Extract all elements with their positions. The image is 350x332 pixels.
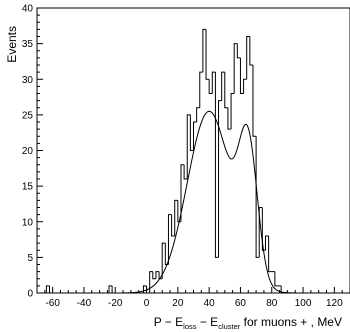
x-label-mid: − E: [197, 315, 219, 329]
histogram-bin: [239, 57, 244, 94]
histogram-bin: [252, 65, 257, 137]
histogram-bin: [186, 114, 191, 179]
histogram-bin: [108, 285, 113, 293]
x-tick-label: 80: [266, 298, 278, 309]
fit-curve: [107, 110, 319, 294]
histogram-bin: [180, 164, 185, 222]
histogram-bin: [258, 207, 263, 258]
y-tick-label: 10: [22, 217, 34, 228]
histogram-bin: [49, 285, 53, 294]
histogram-bin: [211, 71, 216, 94]
histogram-bin: [274, 271, 279, 287]
x-label-sub-cluster: cluster: [218, 322, 241, 331]
histogram-bin: [221, 71, 225, 101]
x-tick-label: 60: [235, 298, 247, 309]
histogram-bin: [249, 36, 253, 66]
histogram-bin: [183, 164, 188, 180]
x-tick-label: 120: [326, 298, 343, 309]
x-label-suffix: for muons + , MeV: [240, 315, 342, 329]
histogram-bin: [45, 285, 50, 293]
y-axis-ticks: 0 5 10 15 20 25 30 35 40: [22, 4, 43, 300]
histogram-bin: [161, 242, 166, 279]
x-tick-label: -20: [108, 298, 123, 309]
histogram-bin: [199, 71, 203, 108]
x-tick-label: 40: [204, 298, 216, 309]
histogram-bin: [158, 271, 163, 280]
histogram-bin: [280, 285, 285, 294]
histogram-bins: [37, 28, 350, 294]
histogram-bin: [174, 199, 178, 236]
histogram-bin: [205, 29, 210, 80]
histogram-bin: [146, 285, 150, 294]
histogram-bin: [236, 43, 241, 59]
histogram-bin: [214, 72, 219, 258]
histogram-bin: [189, 114, 194, 151]
histogram-bin: [227, 107, 232, 130]
y-tick-label: 25: [22, 110, 34, 121]
y-tick-label: 5: [27, 253, 33, 264]
x-tick-label: -60: [45, 298, 60, 309]
x-tick-label: 0: [144, 298, 150, 309]
histogram-bin: [196, 107, 200, 122]
x-tick-label: -40: [77, 298, 92, 309]
y-tick-label: 0: [27, 289, 33, 300]
histogram-bin: [177, 200, 181, 223]
y-tick-label: 20: [22, 146, 34, 157]
histogram-bin: [233, 43, 238, 94]
histogram-bin: [261, 207, 266, 251]
histogram-bin: [167, 214, 172, 265]
x-label-sub-loss: loss: [183, 322, 197, 331]
x-tick-label: 100: [295, 298, 312, 309]
histogram-bin: [218, 100, 222, 258]
x-axis-label: P − Eloss − Ecluster for muons + , MeV: [154, 315, 342, 331]
histogram-bin: [193, 121, 197, 151]
histogram-bin: [202, 28, 207, 73]
y-axis-label: Events: [5, 26, 19, 63]
histogram-bin: [208, 79, 213, 94]
histogram-bin: [255, 136, 260, 258]
x-axis-ticks: -60 -40 -20 0 20 40 60 80 100 120: [36, 287, 350, 309]
y-tick-label: 35: [22, 39, 34, 50]
histogram-bin: [224, 72, 228, 109]
x-label-prefix: P − E: [154, 315, 183, 329]
histogram-bin: [149, 271, 153, 293]
histogram-bin: [171, 214, 175, 237]
histogram-bin: [243, 78, 247, 94]
x-tick-label: 20: [172, 298, 184, 309]
histogram-bin: [230, 93, 235, 130]
y-tick-label: 15: [22, 182, 34, 193]
y-tick-label: 30: [22, 75, 34, 86]
y-tick-label: 40: [22, 4, 34, 15]
histogram-bin: [268, 236, 272, 273]
histogram-bin: [152, 271, 156, 280]
histogram-bin: [264, 235, 269, 251]
histogram-bin: [155, 271, 160, 279]
histogram-bin: [246, 36, 250, 80]
